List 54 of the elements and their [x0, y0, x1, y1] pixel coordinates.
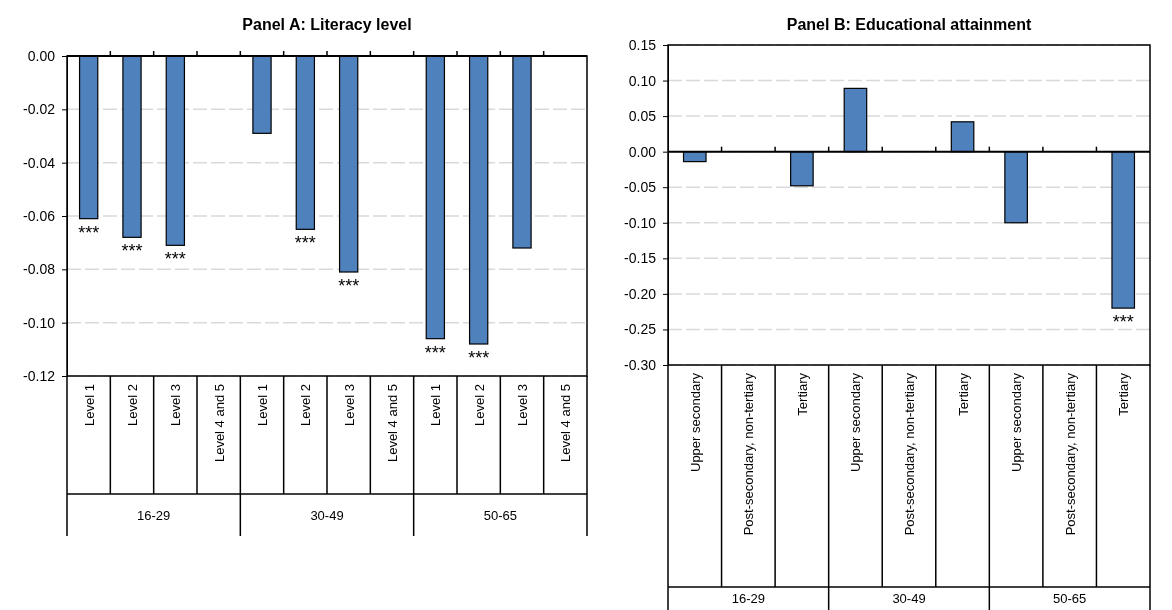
y-tick-label: 0.00 — [628, 143, 657, 160]
x-tick-label: Post-secondary, non-tertiary — [1062, 372, 1078, 536]
chart-title: Panel A: Literacy level — [242, 16, 412, 33]
x-tick-label: Level 1 — [255, 384, 270, 426]
x-tick-label: Level 4 and 5 — [211, 384, 227, 463]
y-tick-label: -0.06 — [23, 207, 56, 224]
x-tick-label: Upper secondary — [687, 372, 703, 472]
x-tick-label: Tertiary — [955, 372, 971, 416]
x-tick-label: Level 1 — [81, 384, 97, 426]
y-tick-label: -0.02 — [23, 101, 56, 118]
text: 16-29 — [731, 591, 765, 606]
data-label: *** — [164, 249, 186, 270]
data-label: *** — [338, 276, 360, 296]
text: 30-49 — [892, 591, 926, 606]
y-tick-label: 0.05 — [628, 108, 657, 125]
y-tick-label: -0.25 — [624, 321, 657, 338]
y-tick-label: -0.10 — [624, 214, 657, 231]
x-tick-label: Level 4 and 5 — [385, 384, 400, 463]
y-tick-label: -0.10 — [23, 314, 56, 331]
x-tick-label: Tertiary — [1116, 372, 1132, 416]
text: 30-49 — [310, 508, 344, 523]
x-tick-label: Level 1 — [428, 384, 444, 426]
text: 16-29 — [137, 508, 171, 523]
data-label: *** — [424, 342, 446, 363]
x-tick-label: Post-secondary, non-tertiary — [741, 372, 757, 536]
data-label: *** — [78, 222, 100, 243]
x-tick-label: Level 3 — [515, 384, 530, 426]
y-tick-label: -0.20 — [624, 285, 657, 302]
data-label: *** — [294, 233, 316, 254]
x-tick-label: Upper secondary — [1009, 372, 1025, 472]
x-tick-label: Upper secondary — [848, 372, 864, 472]
y-tick-label: -0.30 — [624, 356, 657, 373]
data-label: *** — [1112, 312, 1134, 333]
chart-title: Panel B: Educational attainment — [786, 16, 1032, 33]
y-tick-label: -0.04 — [23, 154, 56, 171]
x-tick-label: Level 2 — [298, 384, 314, 426]
y-tick-label: -0.15 — [624, 250, 657, 267]
x-tick-label: Tertiary — [794, 372, 810, 416]
x-tick-label: Level 3 — [341, 384, 357, 426]
y-tick-label: -0.12 — [23, 367, 56, 384]
x-tick-label: Level 3 — [168, 384, 184, 426]
x-tick-label: Level 2 — [125, 384, 140, 426]
y-tick-label: 0.15 — [628, 36, 657, 53]
y-tick-label: -0.05 — [624, 179, 657, 196]
x-tick-label: Post-secondary, non-tertiary — [902, 372, 917, 536]
text: 50-65 — [1053, 591, 1087, 606]
data-label: *** — [468, 348, 490, 368]
y-tick-label: 0.00 — [27, 47, 56, 64]
x-tick-label: Level 4 and 5 — [558, 384, 574, 463]
text: 50-65 — [483, 508, 517, 523]
data-label: *** — [121, 241, 143, 262]
y-tick-label: 0.10 — [628, 72, 657, 89]
x-tick-label: Level 2 — [471, 384, 487, 426]
y-tick-label: -0.08 — [23, 261, 56, 278]
